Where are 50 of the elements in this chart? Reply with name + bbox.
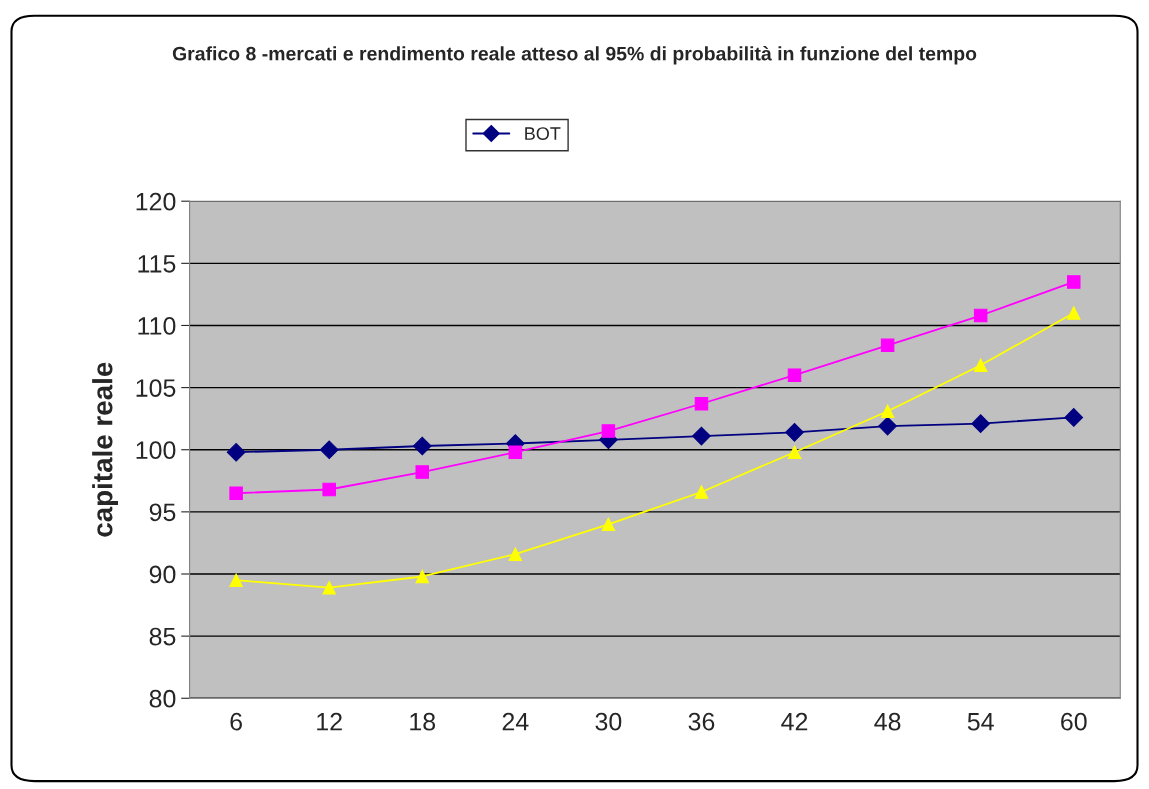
x-tick-label: 54 xyxy=(967,713,994,731)
x-tick-label: 6 xyxy=(230,712,242,731)
x-tick-label: 48 xyxy=(874,712,901,731)
point xyxy=(412,436,432,456)
y-tick-label: 90 xyxy=(149,565,176,584)
point xyxy=(226,442,246,462)
point xyxy=(1066,275,1081,289)
point xyxy=(322,580,336,595)
point xyxy=(785,422,804,442)
point xyxy=(229,486,243,500)
y-tick-label: 85 xyxy=(149,627,176,646)
y-tick-label: 120 xyxy=(136,192,176,211)
x-tick-label: 36 xyxy=(688,712,715,731)
chart-title: Grafico 8 -mercati e rendimento reale atteso al 95% di probabilità in funzione del tempo xyxy=(172,46,977,65)
point xyxy=(508,445,523,459)
point xyxy=(692,426,711,446)
y-tick-label: 100 xyxy=(136,441,176,460)
point xyxy=(1064,408,1084,427)
point xyxy=(415,465,430,479)
x-tick-label: 30 xyxy=(595,712,622,731)
y-tick-label: 110 xyxy=(138,317,176,335)
point xyxy=(973,308,988,323)
point xyxy=(508,547,523,561)
point xyxy=(880,404,895,418)
y-tick-label: 95 xyxy=(149,503,176,522)
legend-label: BOT xyxy=(525,127,561,140)
point xyxy=(787,368,802,382)
y-axis-title: capitale reale xyxy=(92,362,119,537)
x-tick-label: 12 xyxy=(317,712,342,731)
point xyxy=(694,485,709,499)
y-tick-label: 80 xyxy=(149,689,176,708)
y-tick-label: 115 xyxy=(138,255,176,273)
point xyxy=(601,517,616,532)
x-tick-label: 42 xyxy=(781,712,808,731)
point xyxy=(694,396,709,411)
point xyxy=(229,573,243,587)
point xyxy=(878,416,897,436)
x-tick-label: 60 xyxy=(1061,712,1087,731)
point xyxy=(319,440,339,460)
point xyxy=(322,482,336,497)
point xyxy=(880,338,895,353)
point xyxy=(601,424,616,438)
point xyxy=(787,445,802,459)
x-tick-label: 24 xyxy=(502,712,529,731)
point xyxy=(971,414,991,433)
point xyxy=(415,569,430,584)
y-tick-label: 105 xyxy=(136,379,176,397)
point xyxy=(1066,306,1081,320)
point xyxy=(973,358,988,372)
x-tick-label: 18 xyxy=(410,712,436,731)
